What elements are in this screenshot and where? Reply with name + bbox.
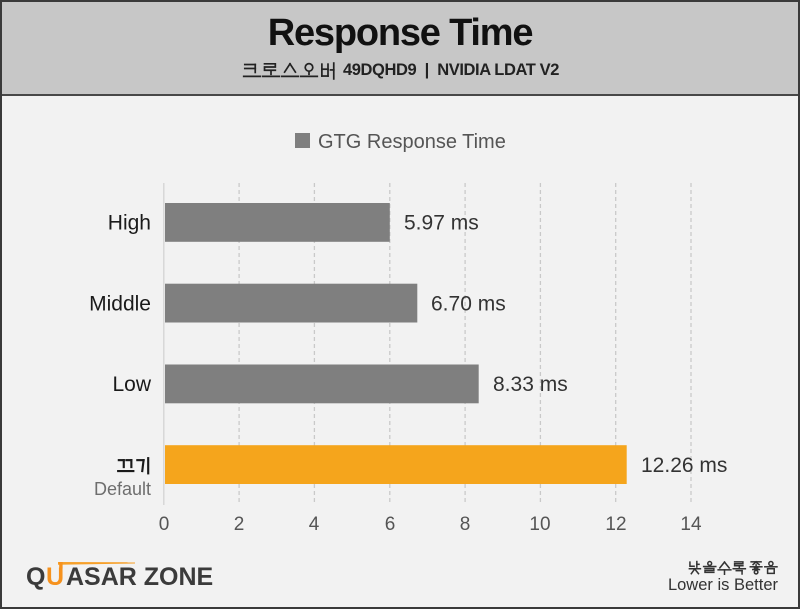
svg-text:12.26 ms: 12.26 ms xyxy=(641,454,727,477)
svg-text:Low: Low xyxy=(112,373,151,396)
svg-text:Default: Default xyxy=(94,479,151,499)
svg-text:Lower is Better: Lower is Better xyxy=(668,576,779,594)
svg-text:U: U xyxy=(46,563,64,591)
svg-text:4: 4 xyxy=(309,514,320,535)
svg-text:10: 10 xyxy=(529,514,550,535)
svg-text:GTG Response Time: GTG Response Time xyxy=(318,131,506,153)
svg-text:6.70 ms: 6.70 ms xyxy=(431,292,506,315)
svg-text:0: 0 xyxy=(159,514,170,535)
svg-text:2: 2 xyxy=(234,514,245,535)
svg-text:High: High xyxy=(108,212,151,235)
svg-text:6: 6 xyxy=(385,514,396,535)
svg-text:12: 12 xyxy=(605,514,626,535)
svg-text:Q: Q xyxy=(26,563,45,591)
svg-text:14: 14 xyxy=(680,514,702,535)
svg-text:5.97 ms: 5.97 ms xyxy=(404,212,479,235)
svg-text:ASAR ZONE: ASAR ZONE xyxy=(66,563,213,591)
svg-text:8.33 ms: 8.33 ms xyxy=(493,373,568,396)
svg-text:Middle: Middle xyxy=(89,292,151,315)
svg-text:8: 8 xyxy=(460,514,471,535)
